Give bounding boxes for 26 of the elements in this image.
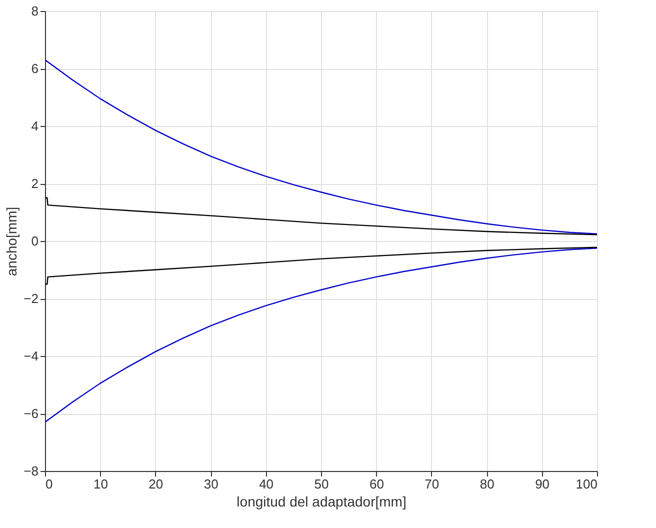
x-tick-label: 20 [148,476,164,492]
x-tick-label: 90 [535,476,550,492]
line-series [45,246,597,285]
x-tick-label: 30 [204,476,218,492]
y-tick-label: 2 [31,176,38,191]
y-tick-label: 8 [31,4,38,18]
x-tick-label: 50 [314,476,329,492]
y-tick-label: 4 [31,118,38,134]
x-axis-title: longitud del adaptador[mm] [236,494,406,510]
x-tick-label: 60 [369,476,384,492]
line-series [45,248,597,423]
y-tick-label: −6 [24,406,38,421]
y-tick-label: −2 [24,291,38,306]
x-tick-label: 70 [424,476,440,492]
line-series [45,197,597,236]
y-axis-title: ancho[mm] [4,206,20,276]
y-tick-label: 0 [31,234,38,248]
y-tick-label: −4 [24,348,38,364]
x-tick-label: 40 [259,476,274,492]
y-tick-label: −8 [24,464,38,478]
x-tick-label: 100 [576,476,598,492]
y-tick-label: 6 [31,61,38,76]
line-series [45,59,597,234]
x-tick-label: 0 [46,476,53,492]
x-tick-label: 80 [480,476,494,492]
x-tick-label: 10 [93,476,108,492]
